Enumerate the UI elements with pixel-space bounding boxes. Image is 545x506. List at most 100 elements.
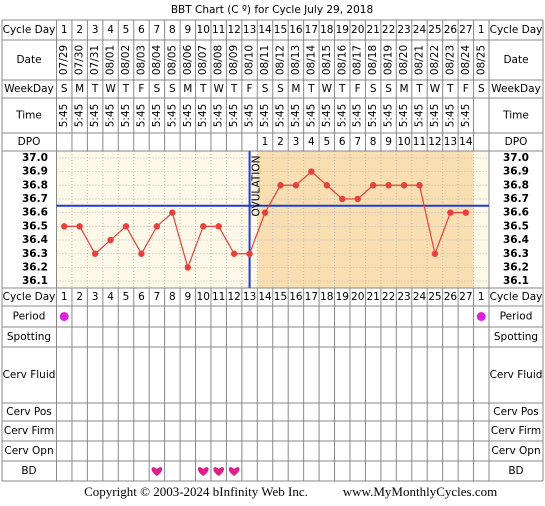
temp-point xyxy=(416,182,423,189)
cell-dpo: 14 xyxy=(459,136,473,148)
cell-dpo: 7 xyxy=(354,136,361,148)
y-tick-label: 36.8 xyxy=(22,179,48,191)
cell-times: 5:45 xyxy=(74,104,86,128)
cell-dpo: 3 xyxy=(293,136,300,148)
temp-point xyxy=(153,223,161,230)
y-tick-label: 36.4 xyxy=(22,234,48,246)
cell-weekdays: W xyxy=(430,83,441,95)
temp-point xyxy=(200,223,207,230)
cell-dates: 08/13 xyxy=(290,45,302,75)
y-tick-label: 36.7 xyxy=(22,193,48,205)
cell-cycle_days: 16 xyxy=(289,291,303,303)
cell-cycle_days: 13 xyxy=(243,291,256,303)
y-tick-label-right: 37.0 xyxy=(503,152,529,164)
cell-cycle_days: 6 xyxy=(138,24,145,36)
cell-cycle_days: 24 xyxy=(413,291,427,303)
temp-point xyxy=(122,223,130,230)
cell-dates: 08/21 xyxy=(413,45,425,75)
cell-dates: 07/29 xyxy=(58,45,70,75)
cell-dpo: 2 xyxy=(277,136,284,148)
cell-cycle_days: 10 xyxy=(197,291,210,303)
bd-heart xyxy=(151,467,163,476)
cell-cycle_days: 14 xyxy=(258,291,272,303)
row-label: Cycle Day xyxy=(3,24,56,36)
y-tick-label: 36.9 xyxy=(22,166,48,178)
temp-point xyxy=(400,182,408,189)
y-tick-label-right: 36.8 xyxy=(503,179,529,191)
row-label-right: Cerv Pos xyxy=(493,406,539,418)
cell-weekdays: M xyxy=(400,83,409,95)
row-label: Date xyxy=(16,54,41,66)
temp-point xyxy=(431,250,439,257)
cell-dpo: 12 xyxy=(428,136,441,148)
cell-dpo: 8 xyxy=(370,136,377,148)
cell-dates: 08/09 xyxy=(228,45,240,75)
cell-weekdays: S xyxy=(277,83,284,95)
cell-weekdays: W xyxy=(213,83,224,95)
cell-cycle_days: 17 xyxy=(305,24,318,36)
temp-point xyxy=(169,209,176,216)
cell-weekdays: T xyxy=(91,83,99,95)
cell-weekdays: F xyxy=(138,83,144,95)
cell-weekdays: F xyxy=(355,83,361,95)
temp-point xyxy=(447,209,454,216)
cell-dates: 08/22 xyxy=(429,45,441,75)
cell-dpo: 1 xyxy=(262,136,269,148)
row-label: Spotting xyxy=(7,331,51,343)
cell-dates: 08/10 xyxy=(244,45,256,75)
cell-weekdays: T xyxy=(338,83,346,95)
cell-times: 5:45 xyxy=(413,104,425,128)
cell-cycle_days: 1 xyxy=(478,24,485,36)
cell-cycle_days: 27 xyxy=(459,291,472,303)
temp-point xyxy=(246,250,253,257)
cell-cycle_days: 1 xyxy=(61,291,68,303)
cell-dates: 07/31 xyxy=(89,45,101,75)
cell-cycle_days: 25 xyxy=(428,24,441,36)
cell-cycle_days: 13 xyxy=(243,24,256,36)
cell-cycle_days: 25 xyxy=(428,291,441,303)
cell-dpo: 9 xyxy=(385,136,392,148)
cell-times: 5:45 xyxy=(429,104,441,128)
temp-point xyxy=(230,250,238,257)
cell-dates: 08/24 xyxy=(460,45,472,76)
y-tick-label: 37.0 xyxy=(22,152,48,164)
cell-cycle_days: 12 xyxy=(227,291,240,303)
y-tick-label-right: 36.6 xyxy=(503,207,529,219)
cell-cycle_days: 6 xyxy=(138,291,145,303)
cell-dates: 08/04 xyxy=(151,45,163,76)
cell-dates: 08/15 xyxy=(321,45,333,75)
cell-dates: 08/06 xyxy=(182,45,194,76)
cell-weekdays: M xyxy=(75,83,84,95)
cell-dates: 08/20 xyxy=(398,45,410,75)
row-label-right: DPO xyxy=(505,136,528,148)
cell-times: 5:45 xyxy=(58,104,70,128)
last-col-bg xyxy=(473,151,489,288)
site-url: www.MyMonthlyCycles.com xyxy=(343,484,497,499)
cell-weekdays: S xyxy=(478,83,485,95)
cell-weekdays: T xyxy=(122,83,130,95)
row-label: BD xyxy=(21,465,36,477)
temp-point xyxy=(292,182,300,189)
cell-dates: 08/11 xyxy=(259,45,271,75)
cell-weekdays: W xyxy=(105,83,116,95)
temp-point xyxy=(91,250,99,257)
y-tick-label: 36.3 xyxy=(22,248,48,260)
row-label-right: Date xyxy=(503,54,528,66)
y-tick-label-right: 36.7 xyxy=(503,193,529,205)
temp-point xyxy=(308,168,315,175)
cell-dates: 08/02 xyxy=(120,45,132,75)
cell-weekdays: M xyxy=(291,83,300,95)
cell-dates: 08/05 xyxy=(166,45,178,75)
cell-times: 5:45 xyxy=(290,104,302,128)
cell-cycle_days: 5 xyxy=(123,24,130,36)
cell-cycle_days: 27 xyxy=(459,24,472,36)
period-dot xyxy=(476,312,486,321)
row-label-right: WeekDay xyxy=(491,83,541,95)
cell-cycle_days: 7 xyxy=(154,24,161,36)
cell-cycle_days: 12 xyxy=(227,24,240,36)
cell-cycle_days: 8 xyxy=(169,24,176,36)
cell-times: 5:45 xyxy=(444,104,456,128)
temp-point xyxy=(462,209,470,216)
cell-dpo: 6 xyxy=(339,136,346,148)
cell-cycle_days: 7 xyxy=(154,291,161,303)
